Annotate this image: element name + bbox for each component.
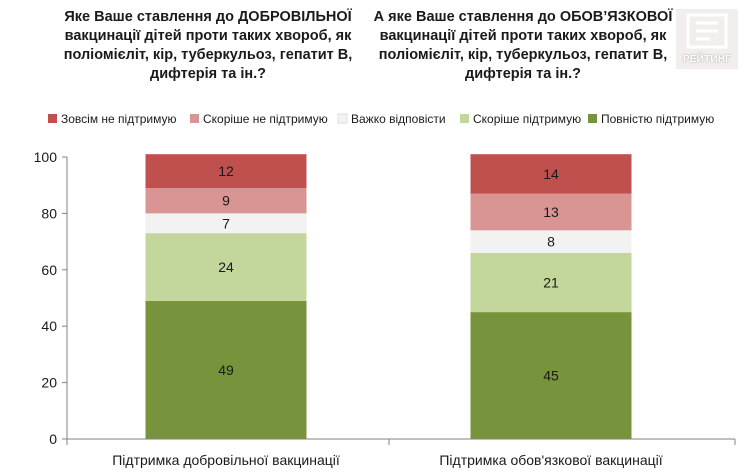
rating-logo-text: РЕЙТИНГ [682,54,732,65]
chart-title-mandatory: А яке Ваше ставлення до ОБОВ’ЯЗКОВОЇ вак… [373,9,673,82]
y-tick-label: 80 [41,205,57,221]
bar-segment [145,213,307,234]
bar-segment [470,312,632,439]
bar-data-label: 12 [218,163,234,179]
bar-data-label: 49 [218,362,234,378]
y-tick-label: 20 [41,375,57,391]
legend-label: Скоріше не підтримую [203,112,328,126]
y-tick-label: 40 [41,318,57,334]
bar-segment [470,230,632,253]
y-tick-label: 100 [34,149,58,165]
bar-data-label: 21 [543,274,559,290]
chart-legend: Зовсім не підтримую Скоріше не підтримую В… [48,112,714,126]
bar-segment [145,188,307,214]
bar-segment [145,233,307,301]
bar-segment [470,154,632,194]
bar-data-label: 13 [543,204,559,220]
legend-label: Повністю підтримую [601,112,714,126]
rating-logo-mark-icon [676,9,738,53]
legend-label: Важко відповісти [351,112,446,126]
legend-swatch [460,114,469,123]
y-axis: 0 20 40 60 80 100 [34,149,68,447]
y-tick-label: 60 [41,262,57,278]
legend-swatch [588,114,597,123]
x-category-label: Підтримка обов'язкової вакцинації [439,452,662,468]
bar-segment [470,193,632,231]
legend-swatch [190,114,199,123]
bar-segment [470,252,632,313]
x-axis: Підтримка добровільної вакцинації Підтрим… [66,438,736,468]
bar-data-label: 8 [547,234,555,250]
legend-swatch [48,114,57,123]
bar-segment [145,154,307,189]
bar-segment [145,300,307,439]
bar-data-label: 45 [543,368,559,384]
rating-logo: РЕЙТИНГ [676,9,738,69]
legend-label: Зовсім не підтримую [61,112,176,126]
y-tick-label: 0 [49,431,57,447]
bar-data-label: 9 [222,193,230,209]
bar-data-label: 14 [543,166,559,182]
x-category-label: Підтримка добровільної вакцинації [112,452,340,468]
bar-data-label: 24 [218,259,234,275]
chart-title-voluntary: Яке Ваше ставлення до ДОБРОВІЛЬНОЇ вакци… [63,9,353,82]
legend-swatch [337,113,348,124]
legend-label: Скоріше підтримую [473,112,581,126]
bar-data-label: 7 [222,215,230,231]
bar-stacks: 49 24 7 9 12 45 21 8 13 14 [145,154,632,439]
